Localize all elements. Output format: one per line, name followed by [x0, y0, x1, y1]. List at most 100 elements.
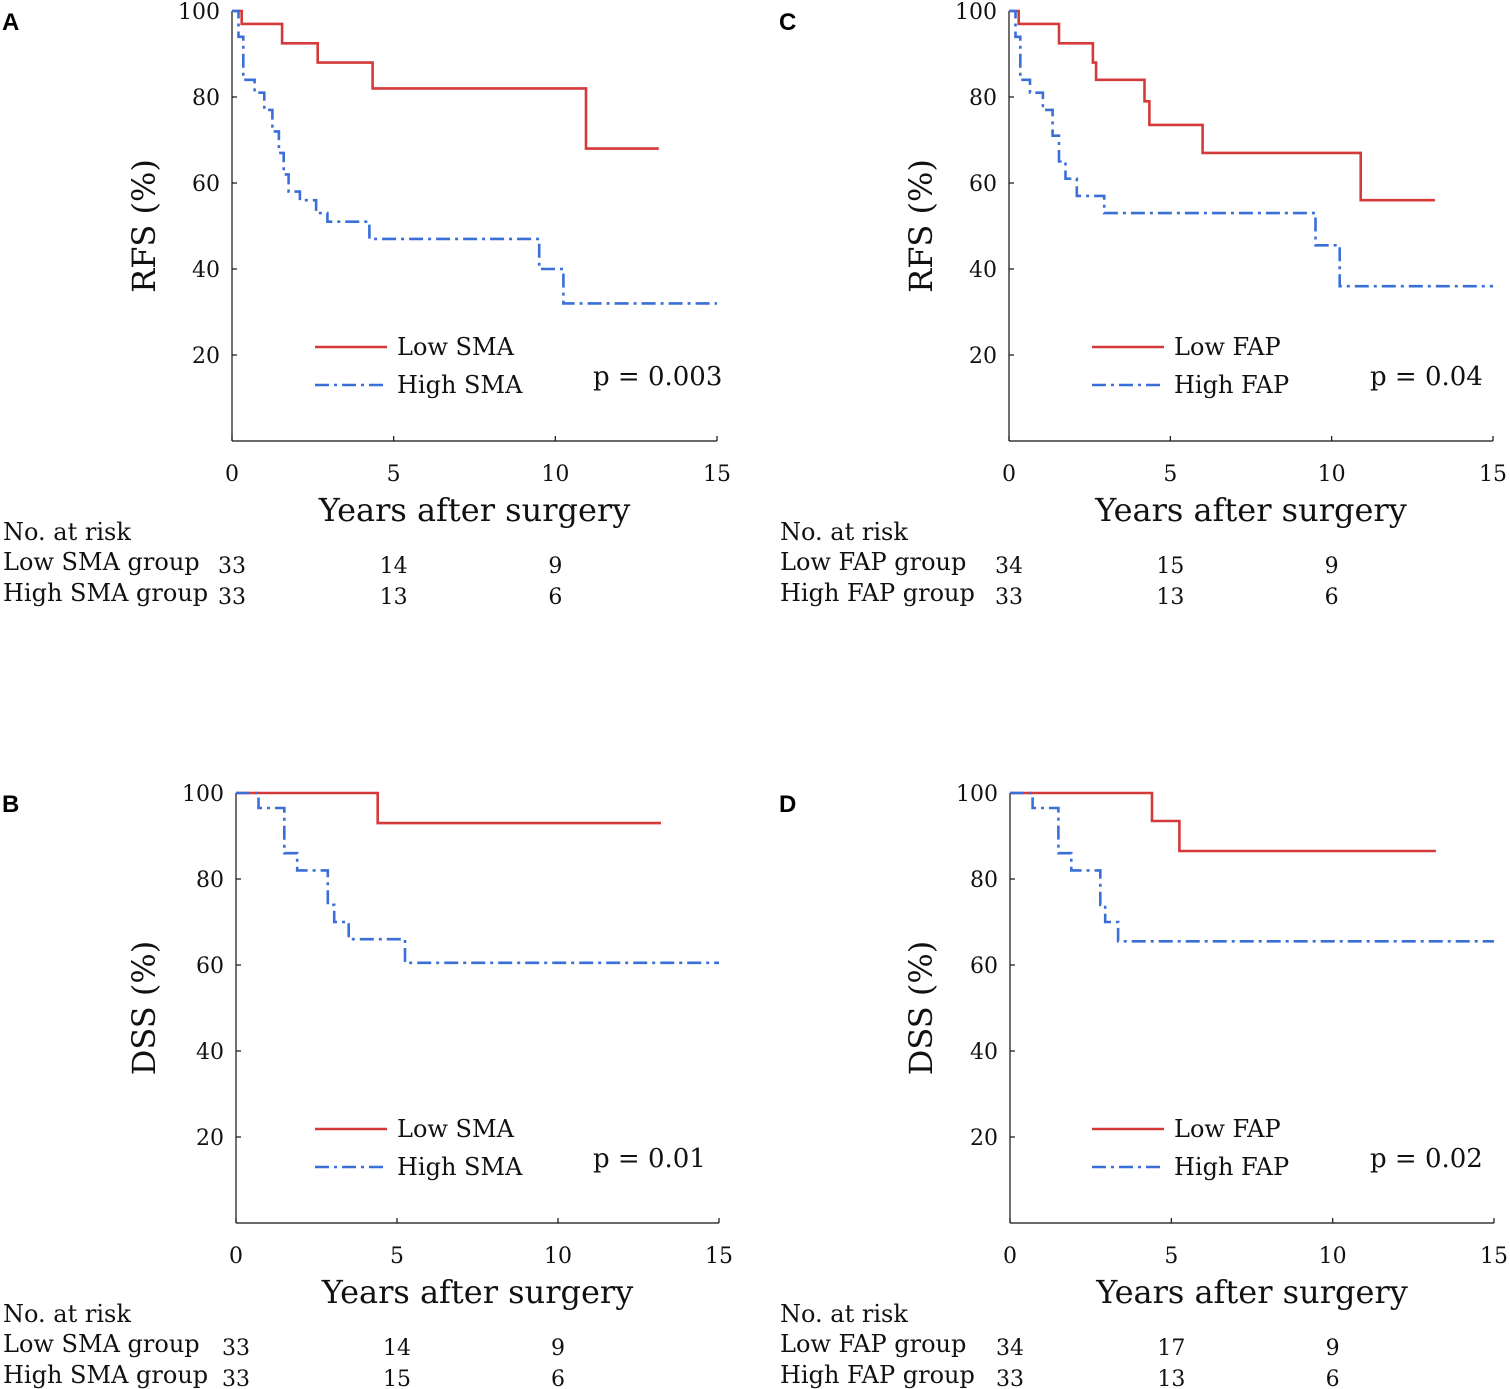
km-panel-b: B 100 80 60 40 20 0 5 10 15 DSS (%) Years after sur… [2, 782, 733, 1389]
x-tick-label: 10 [1319, 1244, 1347, 1269]
at-risk-header: No. at risk [780, 1300, 908, 1328]
y-tick-label: 80 [969, 86, 997, 111]
at-risk-row-label: High FAP group [780, 579, 975, 607]
x-tick-label: 15 [705, 1244, 733, 1269]
y-axis-label: RFS (%) [125, 159, 163, 293]
at-risk-value: 33 [222, 1336, 250, 1361]
km-curve-low [236, 791, 661, 825]
at-risk-value: 33 [218, 585, 246, 610]
at-risk-row-label: Low SMA group [3, 548, 200, 576]
at-risk-value: 6 [1326, 1367, 1340, 1389]
at-risk-value: 9 [548, 554, 562, 579]
panel-letter: A [2, 9, 19, 36]
y-tick-label: 20 [969, 344, 997, 369]
p-value: p = 0.003 [593, 362, 722, 392]
at-risk-value: 13 [1157, 1367, 1185, 1389]
y-tick-label: 20 [970, 1126, 998, 1151]
y-tick-label: 80 [192, 86, 220, 111]
km-curve-low [1009, 9, 1435, 202]
at-risk-value: 34 [995, 554, 1023, 579]
at-risk-row-label: Low FAP group [780, 1330, 966, 1358]
at-risk-value: 6 [551, 1367, 565, 1389]
x-tick-label: 5 [1163, 462, 1177, 487]
x-tick-label: 10 [541, 462, 569, 487]
y-tick-label: 100 [956, 782, 998, 807]
x-tick-label: 0 [229, 1244, 243, 1269]
km-panel-a: A 100 80 60 40 20 0 5 10 15 RFS (%) Years after sur… [2, 0, 731, 610]
x-axis-label: Years after surgery [318, 491, 631, 529]
at-risk-value: 6 [1325, 585, 1339, 610]
at-risk-value: 13 [1156, 585, 1184, 610]
x-tick-label: 10 [1318, 462, 1346, 487]
km-curve-low [1010, 791, 1436, 853]
at-risk-value: 14 [380, 554, 408, 579]
at-risk-row-label: High SMA group [3, 579, 208, 607]
at-risk-value: 34 [996, 1336, 1024, 1361]
x-axis-label: Years after surgery [1095, 1273, 1408, 1311]
panel-letter: C [779, 9, 796, 36]
p-value: p = 0.01 [593, 1144, 706, 1174]
at-risk-value: 13 [380, 585, 408, 610]
y-tick-label: 20 [196, 1126, 224, 1151]
legend-label-low: Low SMA [397, 333, 515, 361]
y-tick-label: 20 [192, 344, 220, 369]
km-curve-high [1009, 9, 1493, 288]
legend-label-high: High SMA [397, 1153, 523, 1181]
y-tick-label: 60 [969, 172, 997, 197]
at-risk-value: 17 [1157, 1336, 1185, 1361]
y-tick-label: 100 [178, 0, 220, 25]
legend-label-low: Low SMA [397, 1115, 515, 1143]
km-curve-high [232, 9, 717, 305]
y-tick-label: 100 [955, 0, 997, 25]
at-risk-value: 9 [1325, 554, 1339, 579]
legend-label-low: Low FAP [1174, 333, 1281, 361]
x-tick-label: 10 [544, 1244, 572, 1269]
legend-label-low: Low FAP [1174, 1115, 1281, 1143]
at-risk-header: No. at risk [780, 518, 908, 546]
p-value: p = 0.02 [1370, 1144, 1483, 1174]
x-tick-label: 0 [1002, 462, 1016, 487]
at-risk-value: 15 [1156, 554, 1184, 579]
at-risk-header: No. at risk [3, 518, 131, 546]
x-tick-label: 0 [1003, 1244, 1017, 1269]
y-tick-label: 100 [182, 782, 224, 807]
x-tick-label: 0 [225, 462, 239, 487]
y-tick-label: 40 [192, 258, 220, 283]
x-tick-label: 5 [387, 462, 401, 487]
y-tick-label: 40 [970, 1040, 998, 1065]
at-risk-header: No. at risk [3, 1300, 131, 1328]
x-axis-label: Years after surgery [321, 1273, 634, 1311]
at-risk-value: 6 [548, 585, 562, 610]
p-value: p = 0.04 [1370, 362, 1483, 392]
at-risk-row-label: High FAP group [780, 1361, 975, 1389]
at-risk-value: 33 [995, 585, 1023, 610]
at-risk-value: 9 [551, 1336, 565, 1361]
at-risk-value: 33 [218, 554, 246, 579]
at-risk-value: 9 [1326, 1336, 1340, 1361]
y-tick-label: 40 [969, 258, 997, 283]
at-risk-value: 33 [222, 1367, 250, 1389]
y-tick-label: 80 [196, 868, 224, 893]
y-tick-label: 60 [192, 172, 220, 197]
y-axis-label: DSS (%) [125, 941, 163, 1075]
at-risk-row-label: Low FAP group [780, 548, 966, 576]
legend-label-high: High FAP [1174, 371, 1289, 399]
y-tick-label: 40 [196, 1040, 224, 1065]
x-tick-label: 5 [390, 1244, 404, 1269]
at-risk-row-label: High SMA group [3, 1361, 208, 1389]
y-axis-label: DSS (%) [902, 941, 940, 1075]
panel-letter: B [2, 791, 19, 818]
x-tick-label: 15 [1480, 1244, 1508, 1269]
legend-label-high: High FAP [1174, 1153, 1289, 1181]
km-curve-high [236, 791, 719, 965]
y-tick-label: 60 [196, 954, 224, 979]
legend-label-high: High SMA [397, 371, 523, 399]
panel-letter: D [779, 791, 796, 818]
at-risk-row-label: Low SMA group [3, 1330, 200, 1358]
at-risk-value: 15 [383, 1367, 411, 1389]
x-tick-label: 15 [1479, 462, 1507, 487]
x-tick-label: 5 [1164, 1244, 1178, 1269]
at-risk-value: 33 [996, 1367, 1024, 1389]
at-risk-value: 14 [383, 1336, 411, 1361]
